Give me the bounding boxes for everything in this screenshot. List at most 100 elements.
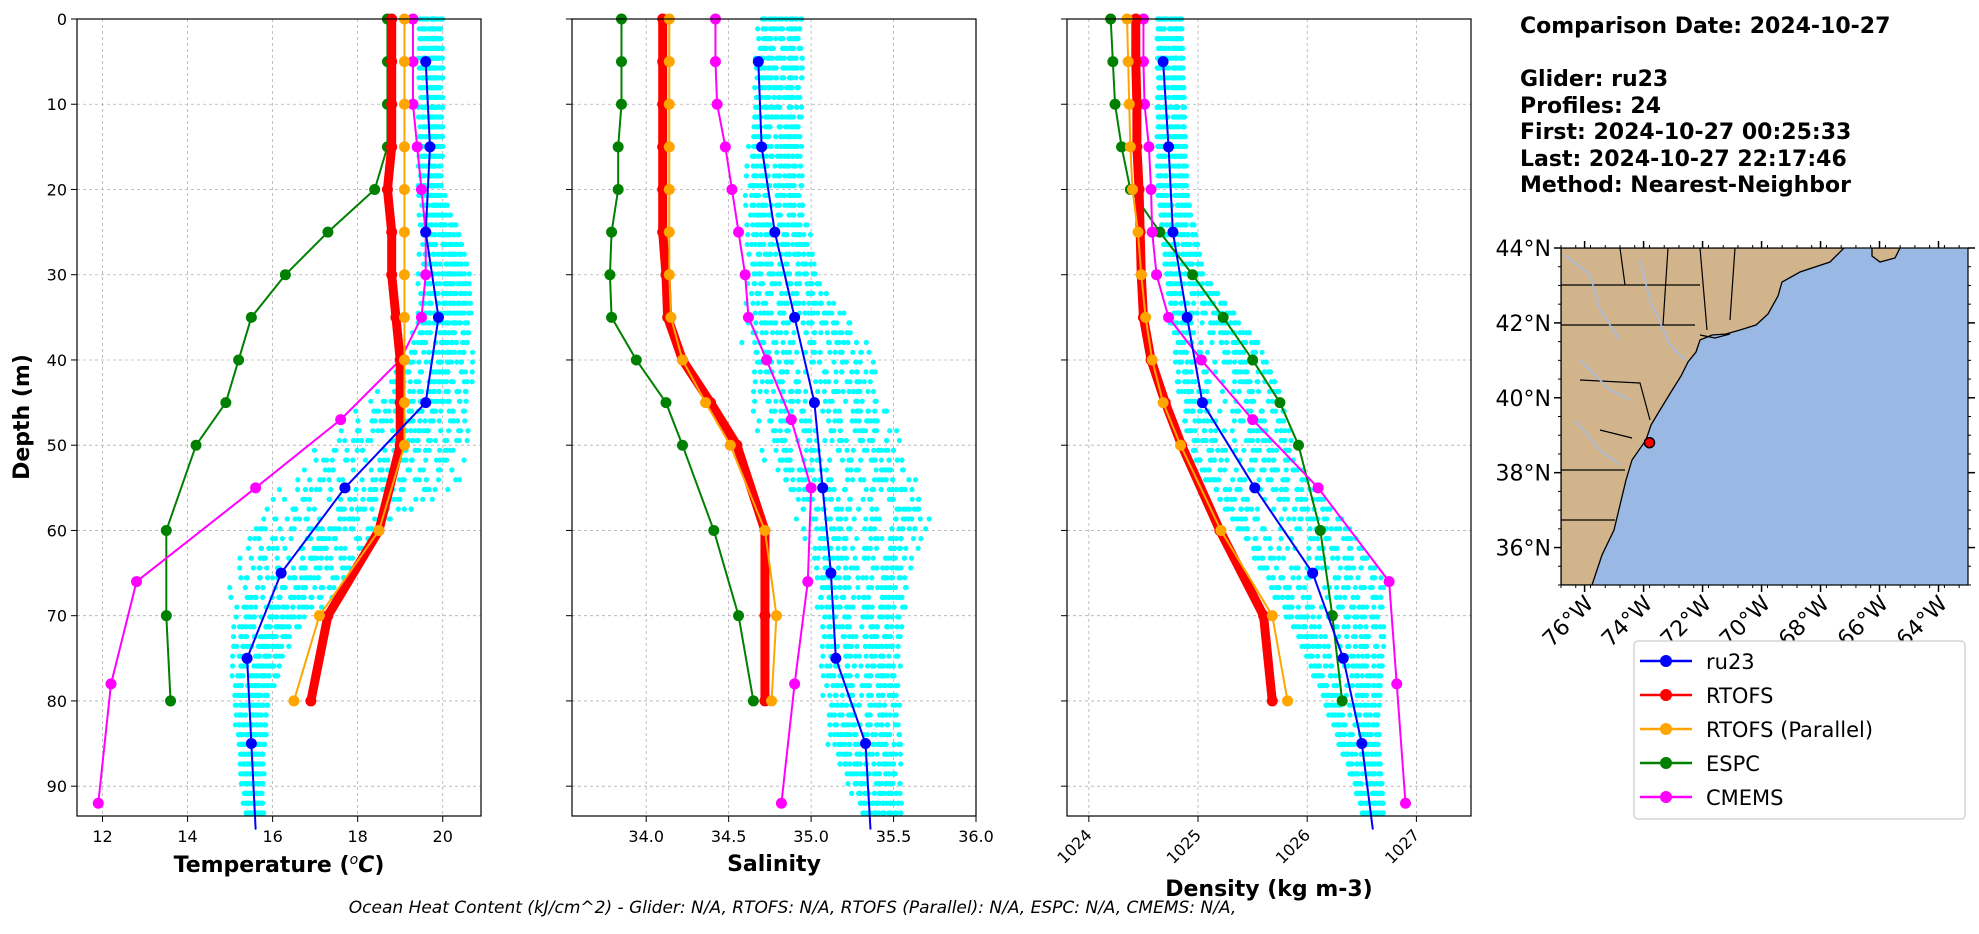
glider-point xyxy=(1328,526,1334,532)
glider-point xyxy=(435,173,441,179)
glider-point xyxy=(862,633,868,640)
glider-point xyxy=(906,477,912,483)
glider-point xyxy=(265,702,271,708)
glider-point xyxy=(893,712,899,718)
glider-point xyxy=(893,486,899,493)
series-point xyxy=(733,610,745,622)
glider-point xyxy=(762,45,768,52)
glider-point xyxy=(245,545,251,551)
glider-point xyxy=(837,624,843,630)
glider-point xyxy=(857,781,863,787)
glider-point xyxy=(372,516,378,522)
glider-point xyxy=(417,222,423,228)
glider-point xyxy=(798,183,804,189)
glider-point xyxy=(324,555,330,561)
series-point xyxy=(165,695,177,707)
glider-point xyxy=(784,261,790,267)
series-point xyxy=(663,183,675,195)
glider-point xyxy=(1304,594,1310,600)
glider-point xyxy=(750,163,756,169)
glider-point xyxy=(887,781,893,787)
glider-point xyxy=(1266,388,1273,395)
glider-point xyxy=(889,486,896,493)
glider-point xyxy=(260,741,267,747)
glider-point xyxy=(775,114,781,120)
glider-point xyxy=(415,114,422,120)
glider-point xyxy=(373,477,379,483)
glider-point xyxy=(420,496,426,502)
glider-point xyxy=(857,790,864,797)
glider-point xyxy=(763,330,769,336)
glider-point xyxy=(853,359,859,365)
series-point xyxy=(398,397,410,409)
series-point xyxy=(759,524,771,536)
glider-point xyxy=(864,731,870,738)
glider-point xyxy=(862,526,868,532)
glider-point xyxy=(358,437,365,444)
glider-point xyxy=(775,173,781,179)
glider-point xyxy=(271,633,277,640)
glider-point xyxy=(771,94,777,101)
glider-point xyxy=(228,594,234,600)
glider-point xyxy=(273,624,279,630)
glider-point xyxy=(809,457,815,463)
glider-point xyxy=(437,447,443,453)
glider-point xyxy=(854,379,860,385)
glider-point xyxy=(435,290,441,297)
glider-point xyxy=(237,702,244,708)
series-point xyxy=(250,482,262,494)
glider-point xyxy=(436,134,442,140)
glider-point xyxy=(885,790,891,797)
glider-point xyxy=(333,545,339,551)
glider-point xyxy=(837,310,843,316)
glider-point xyxy=(825,408,832,414)
glider-point xyxy=(884,575,890,581)
glider-point xyxy=(870,741,876,747)
glider-point xyxy=(843,555,850,561)
glider-point xyxy=(893,516,899,522)
glider-point xyxy=(873,545,880,551)
glider-point xyxy=(832,741,838,747)
glider-point xyxy=(448,339,455,346)
glider-point xyxy=(1259,555,1265,561)
glider-point xyxy=(829,310,835,316)
glider-point xyxy=(798,467,804,473)
series-point xyxy=(398,439,410,451)
glider-point xyxy=(879,673,885,679)
glider-point xyxy=(754,290,760,297)
glider-point xyxy=(425,437,432,444)
glider-point xyxy=(776,359,782,365)
glider-point xyxy=(822,614,828,620)
series-point xyxy=(398,311,410,323)
glider-point xyxy=(829,437,835,444)
y-tick-label: 40 xyxy=(47,351,67,370)
series-point xyxy=(802,576,814,588)
glider-point xyxy=(846,457,852,463)
glider-point xyxy=(457,398,463,404)
glider-point xyxy=(770,104,776,110)
glider-point xyxy=(874,751,880,757)
glider-point xyxy=(1268,584,1274,591)
glider-point xyxy=(846,771,852,777)
series-point xyxy=(420,269,432,281)
glider-point xyxy=(858,663,864,669)
glider-point xyxy=(828,633,834,640)
glider-point xyxy=(766,290,773,297)
glider-point xyxy=(880,800,886,806)
glider-point xyxy=(288,535,294,542)
glider-point xyxy=(460,281,466,287)
glider-point xyxy=(853,339,860,346)
glider-point xyxy=(291,594,298,600)
glider-point xyxy=(1349,751,1355,757)
glider-point xyxy=(1378,594,1384,600)
glider-point xyxy=(256,535,262,542)
glider-point xyxy=(871,486,877,493)
glider-point xyxy=(803,388,809,395)
glider-point xyxy=(328,565,334,571)
glider-point xyxy=(434,94,441,101)
series-line-cmems xyxy=(714,18,813,805)
glider-point xyxy=(259,643,265,649)
glider-point xyxy=(440,241,446,248)
glider-point xyxy=(888,555,895,561)
glider-point xyxy=(268,663,275,669)
